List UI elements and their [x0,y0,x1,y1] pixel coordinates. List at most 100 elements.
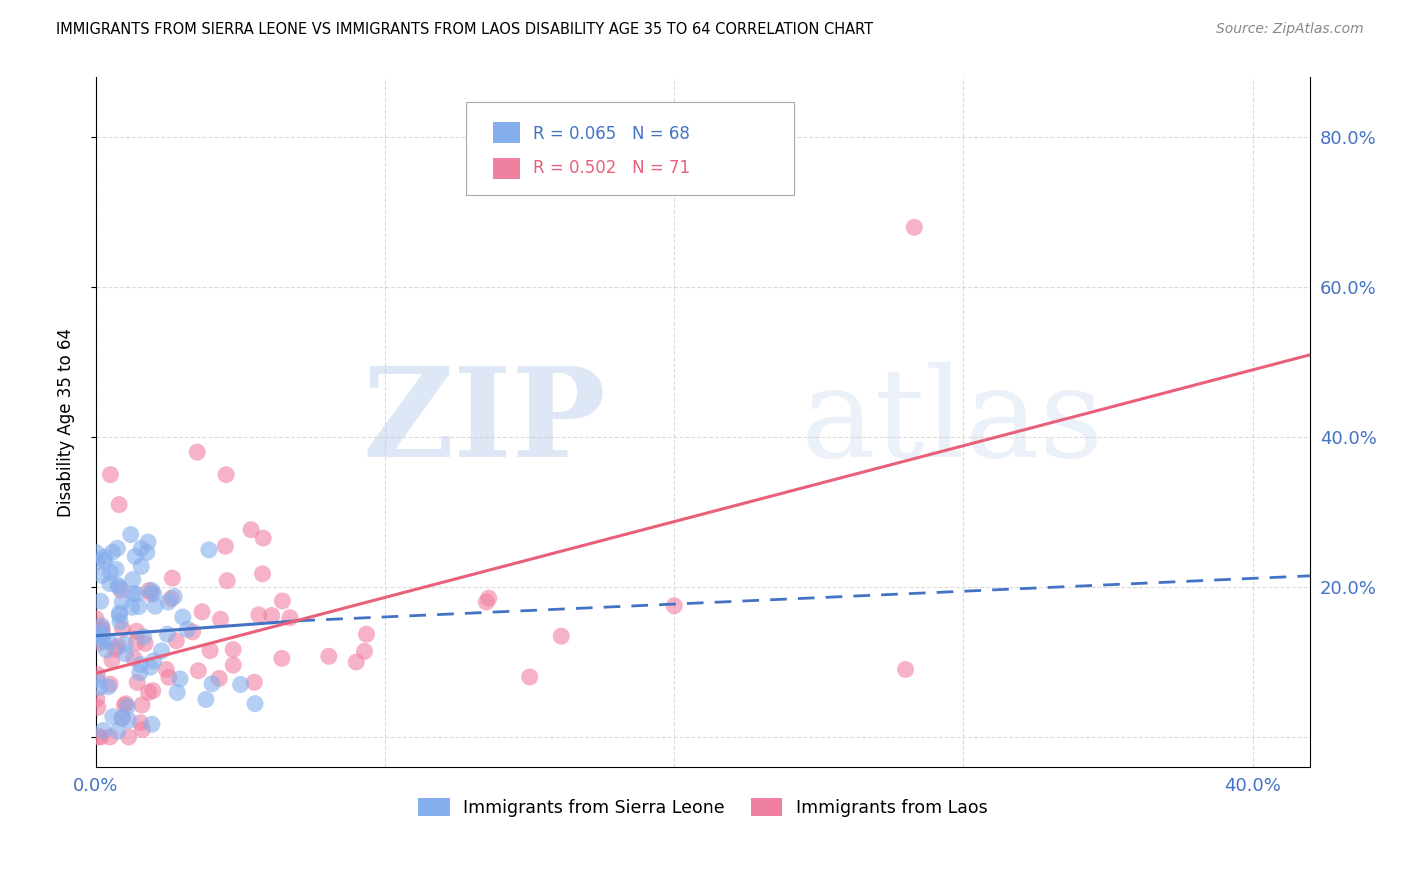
Point [84,612,107,626]
Point [478,591,501,606]
Point [128,599,150,614]
Point [172,610,194,624]
Point [191,605,214,619]
Point [209,612,232,626]
Point [86,555,108,569]
Point [229,677,252,691]
Point [270,651,292,665]
Point [356,627,378,641]
Point [125,635,148,649]
Text: R = 0.065   N = 68: R = 0.065 N = 68 [533,125,690,143]
Point [107,639,129,653]
Point [105,562,128,576]
Point [217,574,239,588]
Point [87,629,110,643]
Point [181,624,204,639]
Point [201,677,224,691]
Point [111,711,134,725]
Point [89,636,111,650]
Point [132,630,155,644]
Point [86,667,108,681]
Point [87,700,110,714]
Point [318,649,340,664]
Point [89,625,111,640]
Point [243,675,266,690]
Point [252,531,274,545]
Point [136,535,159,549]
Point [129,559,152,574]
Point [135,545,157,559]
Point [222,642,245,657]
Text: IMMIGRANTS FROM SIERRA LEONE VS IMMIGRANTS FROM LAOS DISABILITY AGE 35 TO 64 COR: IMMIGRANTS FROM SIERRA LEONE VS IMMIGRAN… [56,22,873,37]
Point [222,658,245,673]
Y-axis label: Disability Age 35 to 64: Disability Age 35 to 64 [58,327,75,516]
Point [112,698,135,713]
Point [86,673,108,687]
Point [97,680,120,694]
Legend: Immigrants from Sierra Leone, Immigrants from Laos: Immigrants from Sierra Leone, Immigrants… [412,790,995,823]
Point [131,723,153,737]
Point [187,664,209,678]
Point [160,591,183,606]
Point [89,681,111,695]
Point [98,730,121,744]
FancyBboxPatch shape [494,121,520,143]
Point [139,660,162,674]
Point [243,697,266,711]
Point [120,527,142,541]
Point [128,665,150,680]
Point [157,595,180,609]
Point [271,594,294,608]
Point [344,655,367,669]
Point [101,653,124,667]
Point [108,615,131,629]
Point [114,697,136,711]
Point [157,670,180,684]
Point [186,445,208,459]
Point [894,663,917,677]
Point [114,647,136,661]
Point [247,607,270,622]
Point [107,724,129,739]
Point [155,662,177,676]
Point [214,539,236,553]
Point [240,523,263,537]
FancyBboxPatch shape [467,102,794,194]
Point [87,730,110,744]
Point [198,643,221,657]
Point [124,549,146,564]
Point [141,717,163,731]
Point [127,675,149,690]
Point [125,624,148,639]
Point [169,672,191,686]
Point [111,595,134,609]
Point [163,590,186,604]
Point [117,714,139,728]
Point [111,711,134,725]
Point [278,610,301,624]
Point [903,220,925,235]
Point [129,657,152,672]
Text: R = 0.502   N = 71: R = 0.502 N = 71 [533,160,690,178]
Point [260,608,283,623]
Point [138,583,160,598]
Point [98,576,121,591]
Point [86,692,108,706]
Point [90,594,112,608]
Point [176,623,198,637]
Point [110,583,132,598]
Point [142,587,165,601]
Point [162,571,184,585]
Point [122,586,145,600]
Text: ZIP: ZIP [363,361,606,483]
Point [91,568,114,582]
Point [141,583,163,598]
Point [131,541,153,556]
Point [104,642,127,657]
Point [194,692,217,706]
Point [105,541,128,556]
Point [96,643,118,657]
Point [475,595,498,609]
Point [91,629,114,643]
Point [121,573,143,587]
